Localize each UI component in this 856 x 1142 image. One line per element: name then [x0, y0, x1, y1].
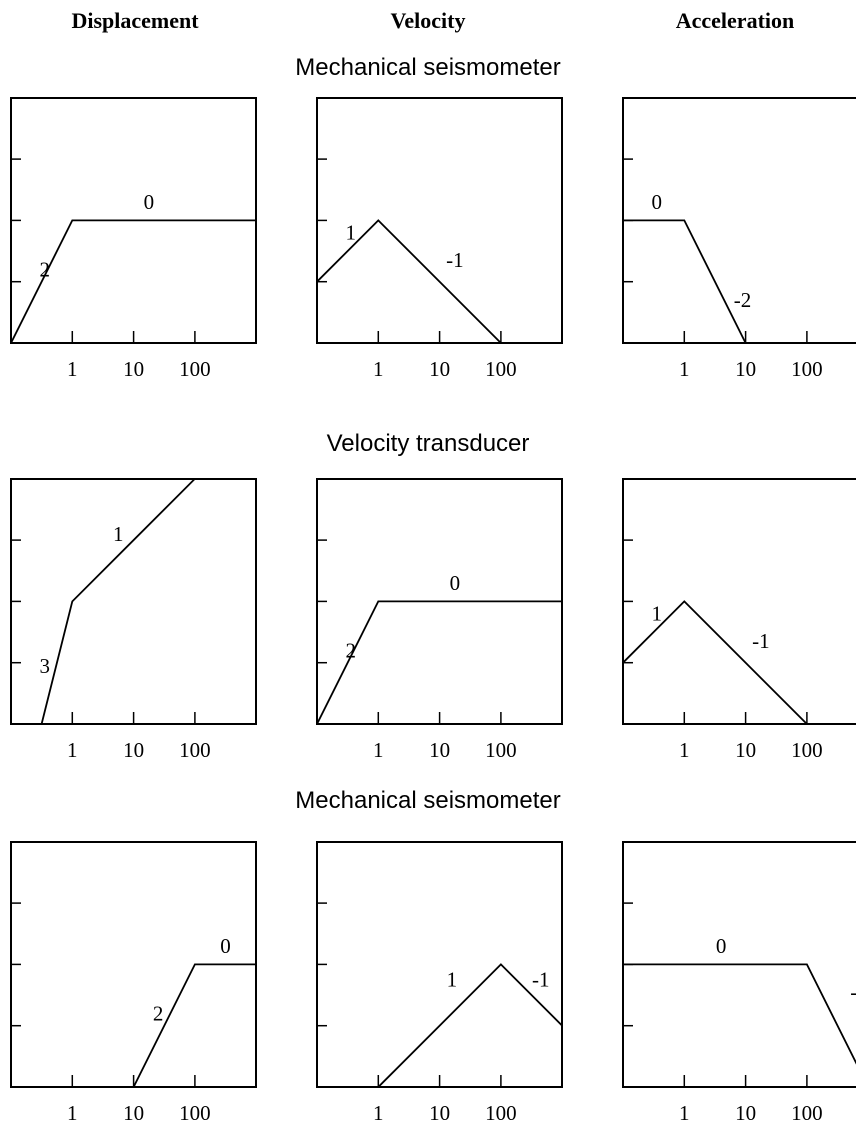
- panel-r2-acceleration-slope-label: -1: [752, 629, 770, 653]
- panel-r3-acceleration: 1 10 100 0 -2: [622, 841, 856, 1125]
- panel-r3-acceleration-slope-label: 0: [716, 934, 727, 958]
- panel-r2-displacement-x-tick-label: 1: [67, 738, 78, 762]
- panel-r2-displacement-frame: [10, 478, 257, 725]
- panel-r3-velocity-slope-label: -1: [532, 968, 550, 992]
- panel-r2-acceleration-x-tick-label: 100: [791, 738, 823, 762]
- panel-r1-acceleration-x-tick-label: 100: [791, 357, 823, 381]
- panel-r1-velocity-slope-label: 1: [345, 221, 356, 245]
- panel-r2-velocity-x-tick-label: 10: [429, 738, 450, 762]
- panel-r3-displacement-slope-label: 2: [153, 1001, 164, 1025]
- panel-r1-acceleration-slope-label: -2: [734, 288, 752, 312]
- panel-r2-velocity: 1 10 100 2 0: [316, 478, 563, 762]
- panel-r3-velocity-x-tick-label: 100: [485, 1101, 517, 1125]
- panel-r1-velocity-response-curve: [317, 219, 502, 343]
- panel-r3-acceleration-x-tick-label: 1: [679, 1101, 690, 1125]
- panel-r3-displacement: 1 10 100 2 0: [10, 841, 257, 1125]
- row-title-velocity-transducer: Velocity transducer: [327, 430, 530, 457]
- panel-r1-acceleration-x-tick-label: 1: [679, 357, 690, 381]
- panel-r1-displacement: 1 10 100 2 0: [10, 97, 257, 381]
- panel-r1-acceleration-slope-label: 0: [651, 190, 662, 214]
- panel-r1-displacement-response-curve: [11, 219, 256, 343]
- panel-r3-acceleration-x-tick-label: 100: [791, 1101, 823, 1125]
- panel-r1-acceleration-x-tick-label: 10: [735, 357, 756, 381]
- panel-r3-velocity-x-tick-label: 10: [429, 1101, 450, 1125]
- panel-r3-acceleration-slope-label: -2: [850, 980, 856, 1004]
- panel-r1-acceleration-response-curve: [623, 219, 747, 343]
- panel-r2-acceleration-slope-label: 1: [651, 602, 662, 626]
- panel-r3-acceleration-response-curve: [623, 963, 856, 1065]
- row-title-mechanical-seismometer-2: Mechanical seismometer: [295, 787, 560, 814]
- panel-r2-displacement-x-tick-label: 10: [123, 738, 144, 762]
- panel-r3-displacement-x-tick-label: 100: [179, 1101, 211, 1125]
- panel-r2-acceleration: 1 10 100 1 -1: [622, 478, 856, 762]
- panel-r3-displacement-x-tick-label: 1: [67, 1101, 78, 1125]
- panel-r1-velocity: 1 10 100 1 -1: [316, 97, 563, 381]
- panel-r2-acceleration-x-tick-label: 10: [735, 738, 756, 762]
- panel-r2-displacement-x-tick-label: 100: [179, 738, 211, 762]
- column-header-velocity: Velocity: [391, 8, 466, 33]
- panel-r2-acceleration-response-curve: [623, 600, 808, 724]
- panel-r1-displacement-x-tick-label: 100: [179, 357, 211, 381]
- panel-r1-velocity-slope-label: -1: [446, 248, 464, 272]
- panel-r2-displacement: 1 10 100 3 1: [10, 478, 257, 762]
- panel-r1-velocity-x-tick-label: 1: [373, 357, 384, 381]
- panel-r3-displacement-slope-label: 0: [220, 934, 231, 958]
- panel-r1-displacement-slope-label: 0: [144, 190, 155, 214]
- panel-r2-displacement-response-curve: [40, 479, 196, 724]
- column-header-acceleration: Acceleration: [676, 8, 795, 33]
- panel-r1-velocity-x-tick-label: 100: [485, 357, 517, 381]
- panel-r3-velocity: 1 10 100 1 -1: [316, 841, 563, 1125]
- panel-r1-displacement-x-tick-label: 1: [67, 357, 78, 381]
- panel-r2-velocity-slope-label: 2: [345, 638, 356, 662]
- panel-r3-displacement-x-tick-label: 10: [123, 1101, 144, 1125]
- panel-r2-velocity-x-tick-label: 1: [373, 738, 384, 762]
- panel-r1-displacement-x-tick-label: 10: [123, 357, 144, 381]
- panel-r3-acceleration-x-tick-label: 10: [735, 1101, 756, 1125]
- panel-r2-displacement-slope-label: 3: [39, 654, 50, 678]
- panel-r2-velocity-x-tick-label: 100: [485, 738, 517, 762]
- panel-r2-velocity-response-curve: [317, 600, 562, 724]
- row-title-mechanical-seismometer-1: Mechanical seismometer: [295, 54, 560, 81]
- panel-r3-displacement-response-curve: [132, 963, 256, 1087]
- panel-r3-velocity-x-tick-label: 1: [373, 1101, 384, 1125]
- panel-r3-velocity-response-curve: [377, 963, 562, 1087]
- panel-r2-displacement-slope-label: 1: [113, 522, 124, 546]
- panel-r3-velocity-frame: [316, 841, 563, 1088]
- panel-r3-velocity-slope-label: 1: [447, 968, 458, 992]
- panel-r1-displacement-slope-label: 2: [39, 257, 50, 281]
- panel-r1-velocity-x-tick-label: 10: [429, 357, 450, 381]
- panel-r1-acceleration: 1 10 100 0 -2: [622, 97, 856, 381]
- panel-r2-acceleration-x-tick-label: 1: [679, 738, 690, 762]
- column-header-displacement: Displacement: [71, 8, 199, 33]
- panel-r2-velocity-slope-label: 0: [450, 571, 461, 595]
